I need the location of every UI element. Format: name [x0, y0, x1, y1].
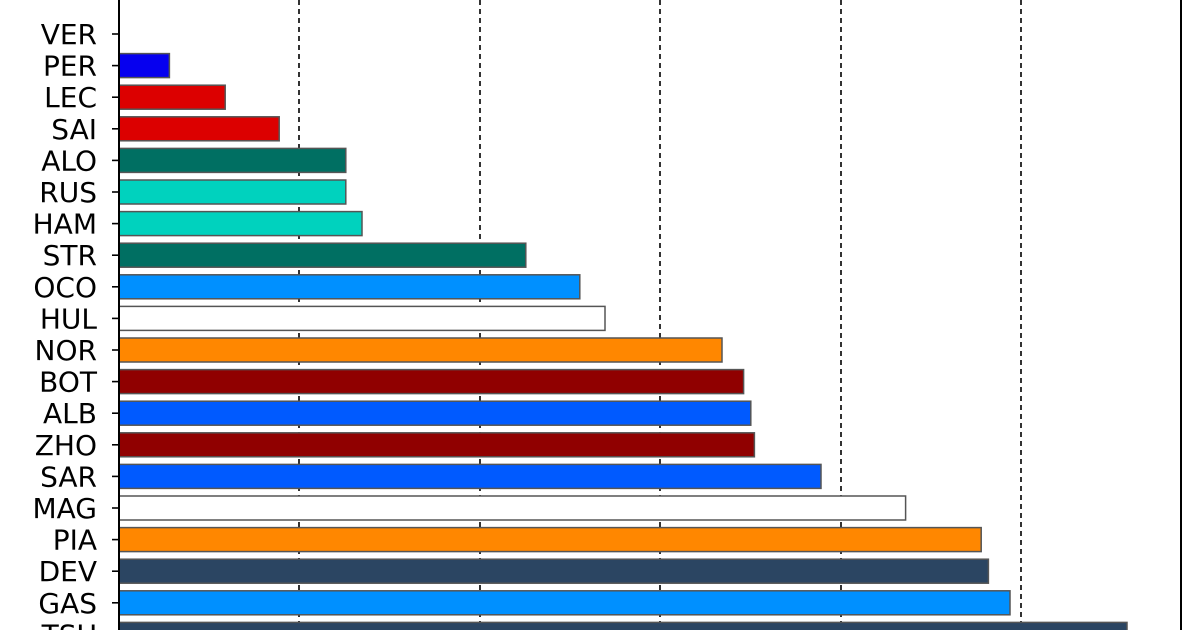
tick-label-hul: HUL [40, 302, 98, 335]
bar-sar [118, 463, 822, 490]
bar-mag [118, 495, 907, 521]
tick-label-tsu: TSU [41, 618, 97, 630]
tick-label-nor: NOR [35, 334, 97, 367]
bar-gas [118, 590, 1011, 616]
bar-sai [118, 116, 280, 142]
tick-label-sar: SAR [40, 460, 97, 493]
bar-lec [118, 84, 226, 110]
bar-ham [118, 210, 363, 237]
bar-zho [118, 432, 756, 458]
bar-hul [118, 305, 606, 332]
tick-label-alo: ALO [41, 144, 97, 177]
axes-frame [118, 0, 1182, 630]
tick-label-rus: RUS [39, 176, 97, 209]
tick-label-gas: GAS [38, 587, 97, 620]
tick-label-lec: LEC [44, 81, 97, 114]
bars [118, 52, 1128, 635]
bar-alo [118, 147, 347, 174]
bar-dev [118, 558, 990, 584]
bar-pia [118, 526, 982, 553]
bar-alb [118, 400, 752, 426]
bar-bot [118, 368, 745, 395]
bar-rus [118, 179, 347, 205]
bar-str [118, 242, 527, 268]
tick-label-ham: HAM [33, 208, 97, 241]
tick-label-mag: MAG [32, 492, 97, 525]
bar-per [118, 52, 171, 79]
tick-label-per: PER [43, 50, 97, 83]
tick-label-ver: VER [41, 18, 97, 51]
tick-label-str: STR [43, 239, 97, 272]
tick-label-sai: SAI [51, 113, 97, 146]
tick-label-zho: ZHO [35, 429, 97, 462]
tick-label-dev: DEV [39, 555, 97, 588]
category-labels: VERPERLECSAIALORUSHAMSTROCOHULNORBOTALBZ… [32, 18, 119, 635]
tick-label-oco: OCO [33, 271, 97, 304]
bar-nor [118, 337, 723, 363]
bar-tsu [118, 621, 1128, 635]
tick-label-bot: BOT [39, 366, 98, 399]
bar-oco [118, 274, 581, 300]
tick-label-alb: ALB [43, 397, 97, 430]
tick-label-pia: PIA [53, 524, 97, 557]
